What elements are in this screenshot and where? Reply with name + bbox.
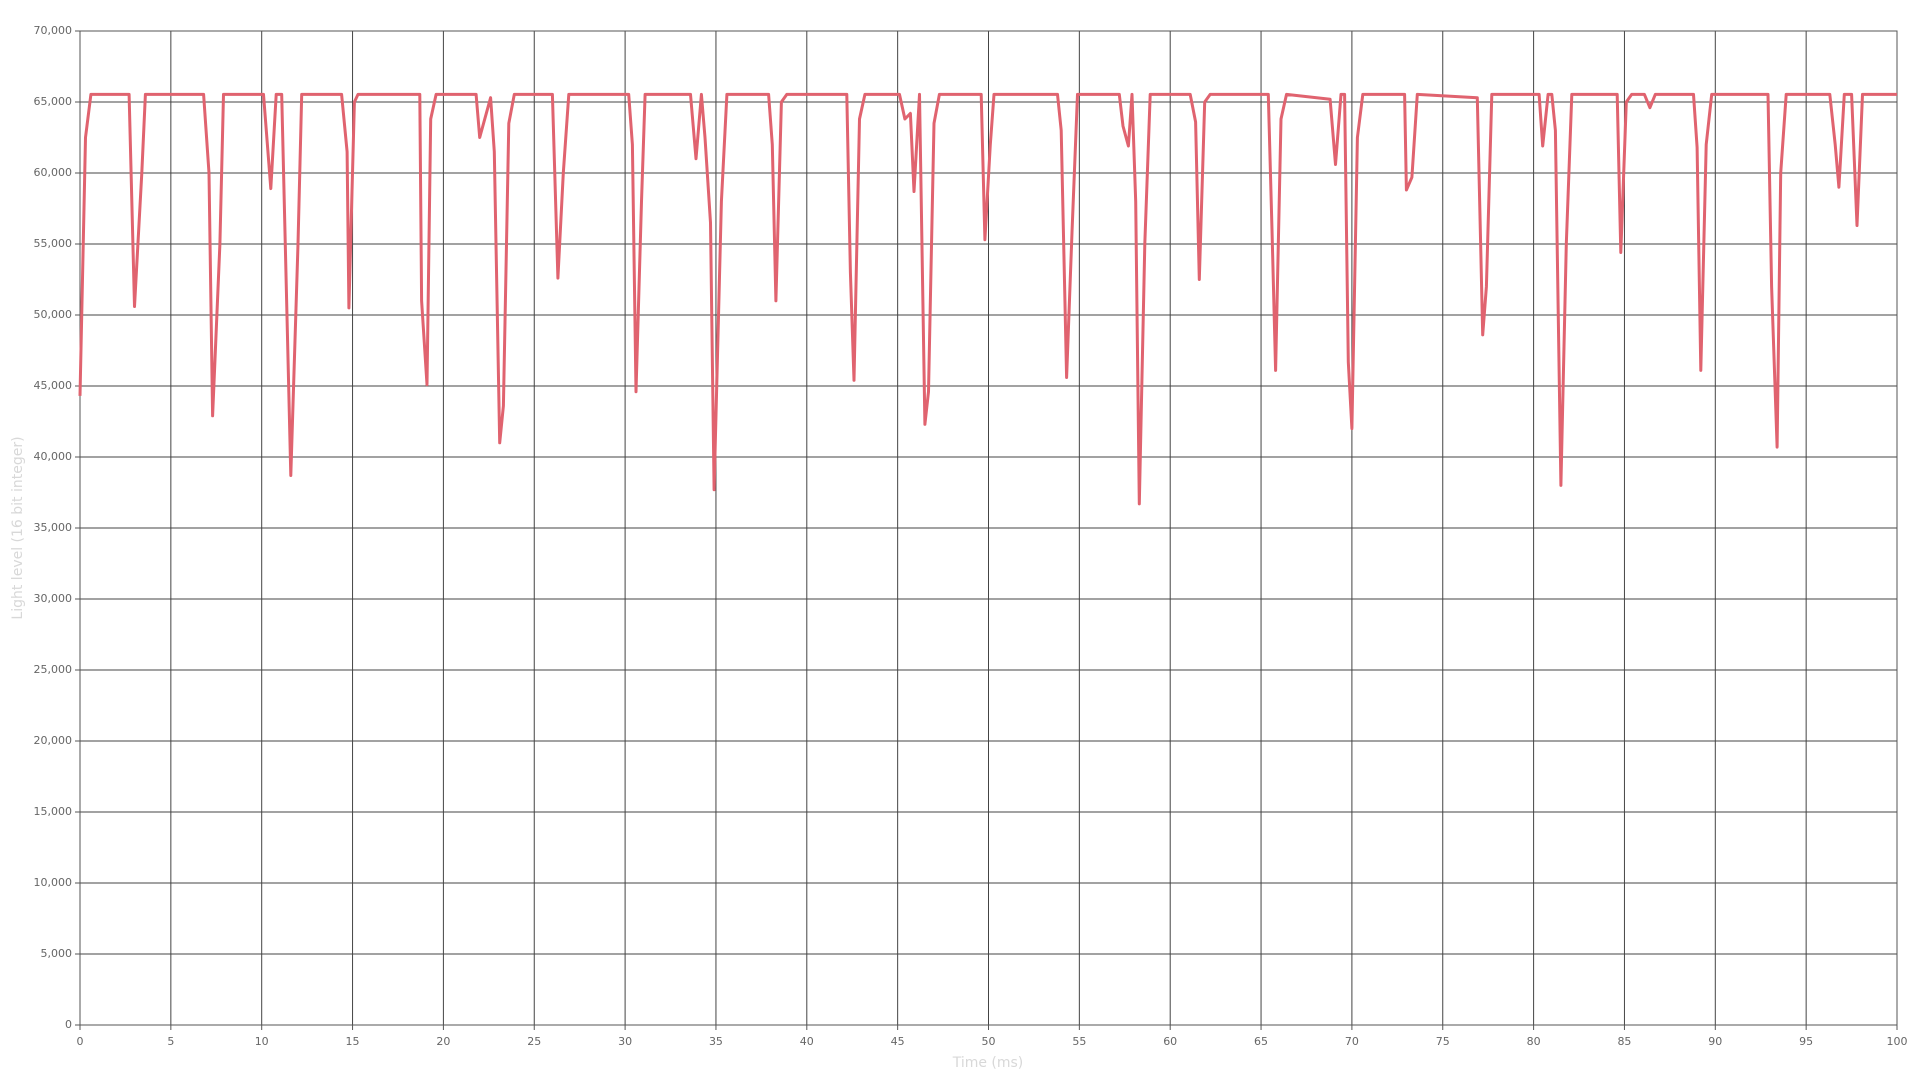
x-tick-label: 30 <box>618 1035 632 1048</box>
y-tick-label: 65,000 <box>34 95 73 108</box>
x-tick-label: 35 <box>709 1035 723 1048</box>
x-tick-label: 95 <box>1799 1035 1813 1048</box>
x-tick-label: 0 <box>77 1035 84 1048</box>
x-tick-label: 15 <box>346 1035 360 1048</box>
y-axis-label: Light level (16 bit integer) <box>10 436 26 619</box>
y-tick-label: 60,000 <box>34 166 73 179</box>
y-tick-label: 10,000 <box>34 876 73 889</box>
y-tick-label: 55,000 <box>34 237 73 250</box>
x-tick-label: 20 <box>436 1035 450 1048</box>
x-tick-label: 25 <box>527 1035 541 1048</box>
x-tick-label: 75 <box>1436 1035 1450 1048</box>
x-tick-label: 60 <box>1163 1035 1177 1048</box>
y-tick-label: 70,000 <box>34 24 73 37</box>
y-tick-label: 50,000 <box>34 308 73 321</box>
x-tick-label: 70 <box>1345 1035 1359 1048</box>
y-tick-label: 30,000 <box>34 592 73 605</box>
y-tick-label: 0 <box>65 1018 72 1031</box>
x-tick-label: 40 <box>800 1035 814 1048</box>
y-tick-label: 25,000 <box>34 663 73 676</box>
y-tick-label: 45,000 <box>34 379 73 392</box>
x-tick-label: 65 <box>1254 1035 1268 1048</box>
y-tick-label: 20,000 <box>34 734 73 747</box>
x-tick-label: 45 <box>891 1035 905 1048</box>
x-tick-label: 50 <box>982 1035 996 1048</box>
x-tick-label: 80 <box>1527 1035 1541 1048</box>
data-line <box>78 92 1897 506</box>
y-tick-label: 5,000 <box>41 947 73 960</box>
x-tick-label: 90 <box>1708 1035 1722 1048</box>
plot-frame <box>79 30 1898 1026</box>
x-tick-label: 5 <box>167 1035 174 1048</box>
y-tick-label: 35,000 <box>34 521 73 534</box>
y-tick-label: 15,000 <box>34 805 73 818</box>
x-axis-label: Time (ms) <box>952 1055 1024 1071</box>
y-tick-label: 40,000 <box>34 450 73 463</box>
x-tick-label: 10 <box>255 1035 269 1048</box>
x-tick-label: 100 <box>1887 1035 1908 1048</box>
x-tick-label: 85 <box>1617 1035 1631 1048</box>
x-tick-label: 55 <box>1072 1035 1086 1048</box>
